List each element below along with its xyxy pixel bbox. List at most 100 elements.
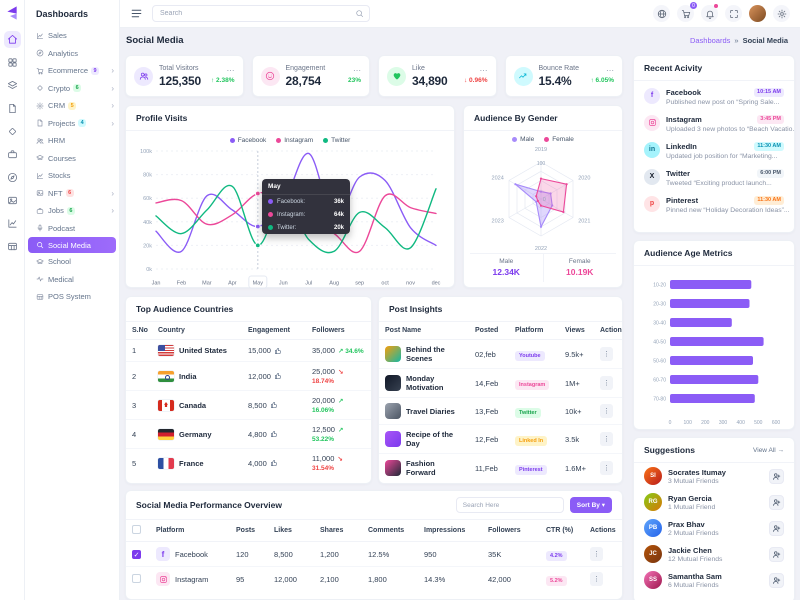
sidebar-item-medical[interactable]: Medical [25,271,119,289]
rail-item-briefcase[interactable] [4,146,21,163]
sidebar-item-nft[interactable]: NFT 6 › [25,185,119,203]
rail-item-layers[interactable] [4,77,21,94]
compass-icon [7,172,17,183]
fullscreen-button[interactable] [725,5,742,22]
row-checkbox[interactable] [132,573,141,583]
activity-item-facebook[interactable]: f Facebook 10:15 AM Published new post on “… [634,83,794,110]
add-friend-button[interactable] [769,572,784,588]
row-actions-button[interactable]: ⋮ [590,572,603,586]
sidebar-item-analytics[interactable]: Analytics [25,45,119,63]
table-row[interactable]: 5 France 4,000 11,000 ↘ 31.54% [132,454,343,472]
sidebar-item-projects[interactable]: Projects 4 › [25,115,119,133]
rail-item-gem[interactable] [4,123,21,140]
rail-item-home[interactable] [3,31,21,48]
sidebar-item-pos-system[interactable]: POS System [25,288,119,306]
svg-text:dec: dec [432,281,441,287]
rail-item-apps[interactable] [4,54,21,71]
suggestion-item[interactable]: SS Samantha Sam 6 Mutual Friends [634,567,794,593]
row-actions-button[interactable]: ⋮ [590,547,603,561]
search-input[interactable] [152,5,370,22]
sidebar-item-crypto[interactable]: Crypto 6 › [25,80,119,98]
sidebar-item-social-media[interactable]: Social Media [28,237,116,253]
suggestion-item[interactable]: RG Ryan Gercia 1 Mutual Friend [634,489,794,515]
rail-item-file[interactable] [4,100,21,117]
table-row[interactable]: Recipe of the Day 12,Feb Linked In 3.5k ⋮ [379,424,622,454]
activity-item-instagram[interactable]: Instagram 3:45 PM Uploaded 3 new photos to… [634,110,794,137]
svg-text:Mar: Mar [202,281,212,287]
sidebar-item-school[interactable]: School [25,253,119,271]
sidebar-item-badge: 6 [73,84,82,93]
legend-item-female[interactable]: Female [544,136,574,143]
suggestion-item[interactable]: PB Prax Bhav 2 Mutual Friends [634,515,794,541]
rail-item-chart[interactable] [4,215,21,232]
notifications-button[interactable] [701,4,718,22]
activity-item-twitter[interactable]: X Twitter 6:00 PM Tweeted “Exciting product… [634,164,794,191]
table-row[interactable]: Travel Diaries 13,Feb Twitter 10k+ ⋮ [379,397,622,425]
sort-by-button[interactable]: Sort By ▾ [569,497,612,513]
add-friend-button[interactable] [769,520,784,536]
settings-button[interactable] [773,5,790,22]
sidebar-item-podcast[interactable]: Podcast [25,220,119,238]
suggestion-item[interactable]: JC Jackie Chen 12 Mutual Friends [634,541,794,567]
table-row[interactable]: 3 Canada 8,500 20,000 ↗ 16.06% [126,390,371,420]
user-avatar[interactable] [749,5,766,22]
performance-header: Social Media Performance Overview Sort B… [126,491,622,520]
table-row[interactable]: Monday Motivation 14,Feb Instagram 1M+ ⋮ [379,368,622,398]
suggestion-item[interactable]: SI Socrates Itumay 3 Mutual Friends [634,463,794,489]
add-friend-button[interactable] [769,494,784,510]
legend-item-twitter[interactable]: Twitter [323,137,350,144]
sidebar-item-crm[interactable]: CRM 5 › [25,97,119,115]
more-options-icon[interactable]: ⋯ [353,65,361,75]
sidebar-item-label: Sales [48,31,67,41]
smile-icon [265,71,275,81]
briefcase-icon [36,207,44,214]
svg-text:sep: sep [355,281,364,287]
row-actions-button[interactable]: ⋮ [600,376,613,390]
brand-logo-icon[interactable] [4,5,20,21]
rail-item-gallery[interactable] [4,192,21,209]
menu-toggle-icon[interactable] [130,7,143,20]
sidebar-item-courses[interactable]: Courses [25,150,119,168]
sidebar-item-hrm[interactable]: HRM [25,132,119,150]
table-row[interactable]: Fashion Forward 11,Feb Pinterest 1.6M+ ⋮ [379,454,622,483]
sidebar-item-label: Courses [48,153,76,163]
apps-icon [7,58,17,67]
performance-search-input[interactable] [455,497,564,513]
more-options-icon[interactable]: ⋯ [479,65,488,75]
rail-item-table[interactable] [4,238,21,255]
rail-item-compass[interactable] [4,169,21,186]
table-row[interactable]: ✓ f Facebook 120 8,500 1,200 12.5% 950 35K 4.2% ⋮ [126,541,622,567]
select-all-checkbox[interactable] [132,525,141,534]
sidebar-item-jobs[interactable]: Jobs 6 › [25,202,119,220]
tables-row: Top Audience Countries S.No Country Engage… [125,296,623,484]
table-row[interactable]: 2 India 12,000 25,000 ↘ 18.74% [126,361,371,391]
sidebar-item-label: Podcast [48,223,76,233]
sidebar-item-ecommerce[interactable]: Ecommerce 9 › [25,62,119,80]
table-row[interactable]: 4 Germany 4,800 12,500 ↗ 53.22% [126,419,371,449]
row-actions-button[interactable]: ⋮ [600,347,613,361]
legend-item-instagram[interactable]: Instagram [276,137,313,144]
chevron-right-icon: › [111,188,114,198]
row-actions-button[interactable]: ⋮ [600,432,613,446]
row-actions-button[interactable]: ⋮ [600,461,613,475]
row-actions-button[interactable]: ⋮ [600,404,613,418]
more-options-icon[interactable]: ⋯ [606,65,614,75]
legend-item-male[interactable]: Male [512,136,534,143]
sidebar-item-sales[interactable]: Sales [25,27,119,45]
table-row[interactable]: 1 United States 15,000 35,000 ↗ 34.6% [126,339,371,362]
table-row[interactable]: Behind the Scenes 02,feb Youtube 9.5k+ ⋮ [379,339,622,369]
add-friend-button[interactable] [769,468,784,484]
table-row[interactable]: Instagram 95 12,000 2,100 1,800 14.3% 42,000 5.… [126,567,622,592]
gem-icon [37,85,43,91]
add-friend-button[interactable] [769,546,784,562]
cart-button[interactable]: 0 [677,2,697,22]
view-all-link[interactable]: View All → [753,446,784,454]
sidebar-item-stocks[interactable]: Stocks [25,167,119,185]
activity-item-pinterest[interactable]: p Pinterest 11:30 AM Pinned new “Holiday De… [634,191,794,218]
legend-item-facebook[interactable]: Facebook [229,137,266,144]
breadcrumb-parent[interactable]: Dashboards [689,36,731,45]
more-options-icon[interactable]: ⋯ [226,65,235,75]
language-button[interactable] [653,5,670,22]
activity-item-linkedin[interactable]: in LinkedIn 11:30 AM Updated job position f… [634,137,794,164]
row-checkbox[interactable]: ✓ [132,549,141,559]
